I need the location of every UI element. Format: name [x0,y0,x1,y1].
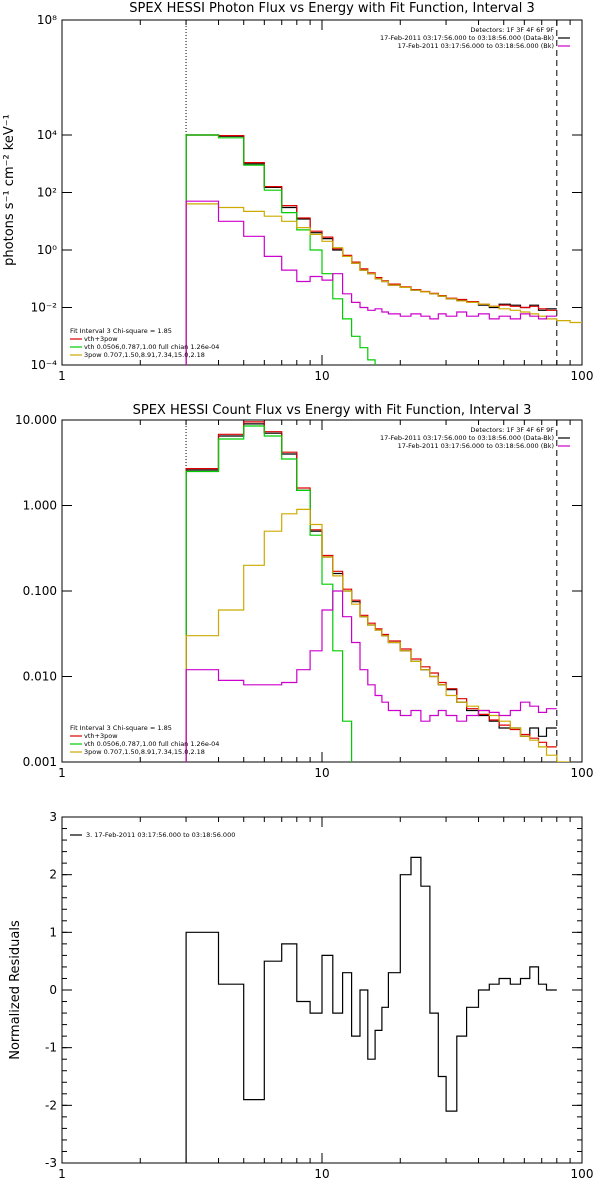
legend-topright-text: 17-Feb-2011 03:17:56.000 to 03:18:56.000… [398,442,554,450]
y-tick-label: 10⁴ [37,128,57,142]
series-1-histogram [185,421,557,762]
y-tick-label: 10⁰ [37,243,57,257]
legend-topright-text: Detectors: 1F 3F 4F 6F 9F [470,426,554,434]
count-flux-panel: SPEX HESSI Count Flux vs Energy with Fit… [15,403,594,780]
legend-bottomleft-text: 3pow 0.707,1.50,8.91,7.34,15.0,2.18 [84,748,205,756]
count-flux-title: SPEX HESSI Count Flux vs Energy with Fit… [133,403,532,418]
series-1-histogram [185,134,557,365]
y-tick-label: -1 [45,1041,57,1055]
legend-topright-text: 17-Feb-2011 03:17:56.000 to 03:18:56.000… [380,34,554,42]
x-tick-label: 100 [571,369,594,383]
plot-frame [61,19,583,366]
y-tick-label: 0 [49,983,57,997]
series-4-histogram [185,200,557,365]
residuals-y-label: Normalized Residuals [8,920,23,1060]
y-tick-label: 10.000 [15,413,57,427]
legend-bottomleft-text: vth+3pow [84,732,118,740]
series-0-histogram [185,134,557,365]
x-tick-label: 10 [314,766,329,780]
series-0-histogram [185,423,557,762]
y-tick-label: 1.000 [23,499,57,513]
series-2-histogram [185,134,376,365]
legend-topright-text: Detectors: 1F 3F 4F 6F 9F [470,26,554,34]
legend-bottomleft-text: Fit Interval 3 Chi-square = 1.85 [70,327,172,335]
legend-bottomleft-text: vth 0.0506,0.787,1.00 full chian 1.26e-0… [84,740,219,748]
y-tick-label: 0.100 [23,584,57,598]
y-tick-label: 0.010 [23,670,57,684]
x-tick-label: 100 [571,766,594,780]
legend-topright-text: 17-Feb-2011 03:17:56.000 to 03:18:56.000… [398,42,554,50]
x-tick-label: 100 [571,1167,594,1181]
y-tick-label: 10⁸ [37,13,57,27]
residuals-panel: Normalized Residuals 1 10 100 -3 -2 -1 0 1 2 3 3. … [8,810,593,1181]
y-tick-label: 10⁻⁴ [31,358,58,372]
y-tick-label: 3 [49,810,57,824]
x-tick-label: 1 [58,369,66,383]
series-3-histogram [185,203,582,365]
y-tick-label: 10² [37,186,57,200]
series-0-histogram [185,856,557,1163]
legend-bottomleft-text: vth 0.0506,0.787,1.00 full chian 1.26e-0… [84,343,219,351]
x-tick-label: 1 [58,766,66,780]
legend-bottomleft-text: 3pow 0.707,1.50,8.91,7.34,15.0,2.18 [84,351,205,359]
y-tick-label: -3 [45,1156,57,1170]
y-tick-label: 1 [49,925,57,939]
photon-flux-panel: SPEX HESSI Photon Flux vs Energy with Fi… [2,1,594,383]
legend-bottomleft-text: vth+3pow [84,335,118,343]
y-tick-label: -2 [45,1098,57,1112]
y-tick-label: 2 [49,868,57,882]
y-tick-label: 0.001 [23,755,57,769]
photon-flux-y-label: photons s⁻¹ cm⁻² keV⁻¹ [2,114,17,266]
legend-topleft-text: 3. 17-Feb-2011 03:17:56.000 to 03:18:56.… [86,831,235,839]
plot-frame [61,419,583,763]
series-3-histogram [185,508,571,762]
legend-bottomleft-text: Fit Interval 3 Chi-square = 1.85 [70,724,172,732]
x-tick-label: 1 [58,1167,66,1181]
y-tick-label: 10⁻² [31,301,58,315]
legend-topright-text: 17-Feb-2011 03:17:56.000 to 03:18:56.000… [380,434,554,442]
series-2-histogram [185,425,353,762]
x-tick-label: 10 [314,369,329,383]
series-4-histogram [185,590,557,762]
x-tick-label: 10 [314,1167,329,1181]
photon-flux-title: SPEX HESSI Photon Flux vs Energy with Fi… [129,1,535,16]
